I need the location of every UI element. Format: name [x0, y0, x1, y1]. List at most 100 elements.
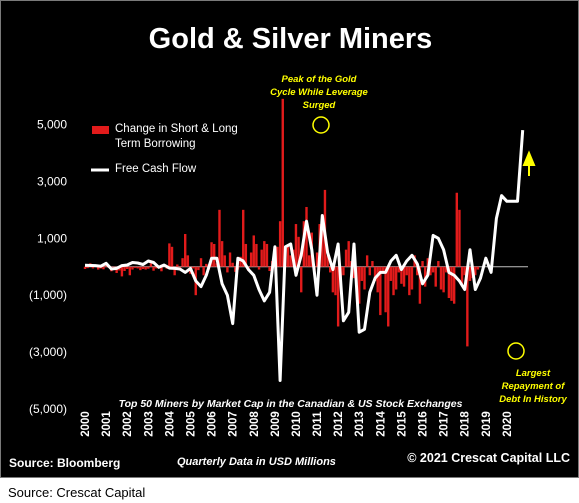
borrowing-bar [268, 266, 271, 271]
borrowing-bar [368, 266, 371, 276]
borrowing-bar [286, 246, 290, 267]
annotation-peak: Peak of the Gold Cycle While Leverage Su… [270, 74, 368, 111]
borrowing-bar [242, 209, 245, 267]
legend-label-borrowing: Change in Short & Long Term Borrowing [115, 123, 238, 150]
borrowing-bar [125, 266, 129, 270]
borrowing-bar [257, 266, 261, 270]
borrowing-bar [450, 266, 453, 301]
x-tick-label: 2011 [312, 411, 324, 437]
borrowing-bar [210, 242, 213, 267]
borrowing-bar [147, 266, 150, 269]
borrowing-bar [104, 265, 108, 267]
borrowing-bar [331, 266, 335, 293]
borrowing-bar [160, 266, 163, 272]
sample-note: Top 50 Miners by Market Cap in the Canad… [118, 398, 463, 410]
borrowing-bar [96, 266, 100, 270]
borrowing-bar [307, 255, 311, 267]
x-tick-label: 2015 [396, 411, 408, 437]
borrowing-bar [228, 252, 232, 267]
borrowing-bar [91, 266, 95, 269]
legend-label-free-cash-flow: Free Cash Flow [115, 163, 197, 175]
x-tick-label: 2013 [354, 411, 366, 437]
borrowing-bar [191, 266, 195, 269]
chart-title: Gold & Silver Miners [148, 23, 433, 55]
borrowing-bar [352, 266, 356, 279]
borrowing-bar [133, 266, 137, 268]
free-cash-flow-line [84, 129, 525, 382]
borrowing-bar [276, 246, 279, 267]
borrowing-bar [344, 249, 348, 267]
borrowing-bar [431, 266, 435, 273]
chart-plot: 5,000 3,000 1,000 (1,000) (3,000) (5,000) 2000… [29, 98, 536, 437]
x-tick-label: 2000 [80, 411, 92, 437]
borrowing-bar [184, 234, 187, 267]
borrowing-bar [197, 266, 200, 271]
borrowing-bar [149, 263, 153, 267]
borrowing-bar [402, 266, 406, 287]
borrowing-bar [389, 266, 393, 281]
borrowing-bar [131, 266, 134, 270]
x-tick-label: 2002 [122, 411, 134, 437]
borrowing-bar [476, 266, 480, 270]
borrowing-bar [86, 266, 89, 269]
x-tick-label: 2017 [439, 411, 451, 437]
borrowing-bar [468, 266, 472, 281]
x-tick-label: 2014 [375, 411, 387, 437]
borrowing-bar [439, 266, 443, 290]
borrowing-bar [371, 261, 374, 267]
x-tick-label: 2009 [270, 411, 282, 437]
borrowing-bar [300, 266, 303, 293]
borrowing-bar [400, 266, 403, 284]
borrowing-bar [181, 258, 184, 267]
x-tick-label: 2019 [481, 411, 493, 437]
borrowing-bar [384, 266, 387, 313]
borrowing-bar [394, 266, 398, 290]
borrowing-bar [376, 266, 379, 293]
borrowing-bar [426, 258, 429, 267]
borrowing-bar [458, 209, 461, 267]
borrowing-bar [445, 266, 448, 273]
borrowing-bar [263, 241, 266, 267]
borrowing-bar [218, 209, 221, 267]
borrowing-bar [347, 241, 350, 267]
x-tick-label: 2012 [333, 411, 345, 437]
borrowing-bar [294, 224, 298, 267]
x-tick-label: 2007 [228, 411, 240, 437]
borrowing-bar [234, 266, 237, 272]
borrowing-bar [358, 266, 361, 304]
borrowing-bar [176, 264, 179, 267]
borrowing-bar [365, 255, 369, 267]
borrowing-bar [170, 246, 174, 267]
borrowing-bar [244, 243, 248, 267]
borrowing-bar [418, 266, 422, 304]
peak-highlight-circle [312, 116, 330, 134]
borrowing-bar [205, 263, 208, 267]
copyright-label: © 2021 Crescat Capital LLC [407, 451, 570, 465]
borrowing-bar [334, 266, 337, 296]
up-arrow-icon [522, 150, 536, 176]
borrowing-bar [123, 266, 126, 271]
annotation-repayment: Largest Repayment of Debt In History [499, 368, 567, 405]
borrowing-bar [342, 266, 345, 276]
borrowing-bar [387, 266, 390, 327]
borrowing-bar [213, 243, 216, 267]
borrowing-bar [144, 266, 147, 270]
borrowing-bar [278, 221, 282, 267]
figure-caption: Source: Crescat Capital [8, 485, 146, 500]
borrowing-bar [329, 266, 332, 273]
y-tick-label: 1,000 [37, 231, 67, 245]
y-tick-label: 5,000 [37, 117, 67, 131]
borrowing-bar [408, 266, 411, 296]
borrowing-bar [226, 266, 229, 273]
x-tick-label: 2008 [249, 411, 261, 437]
source-label: Source: Bloomberg [9, 456, 121, 470]
borrowing-bar [136, 266, 139, 269]
borrowing-bar [437, 261, 440, 267]
x-tick-label: 2016 [418, 411, 430, 437]
borrowing-bar [102, 266, 105, 270]
y-tick-label: (5,000) [29, 402, 67, 416]
borrowing-bar [452, 266, 456, 304]
borrowing-bar [239, 256, 242, 267]
borrowing-bar [223, 255, 226, 267]
borrowing-bar [249, 252, 253, 267]
